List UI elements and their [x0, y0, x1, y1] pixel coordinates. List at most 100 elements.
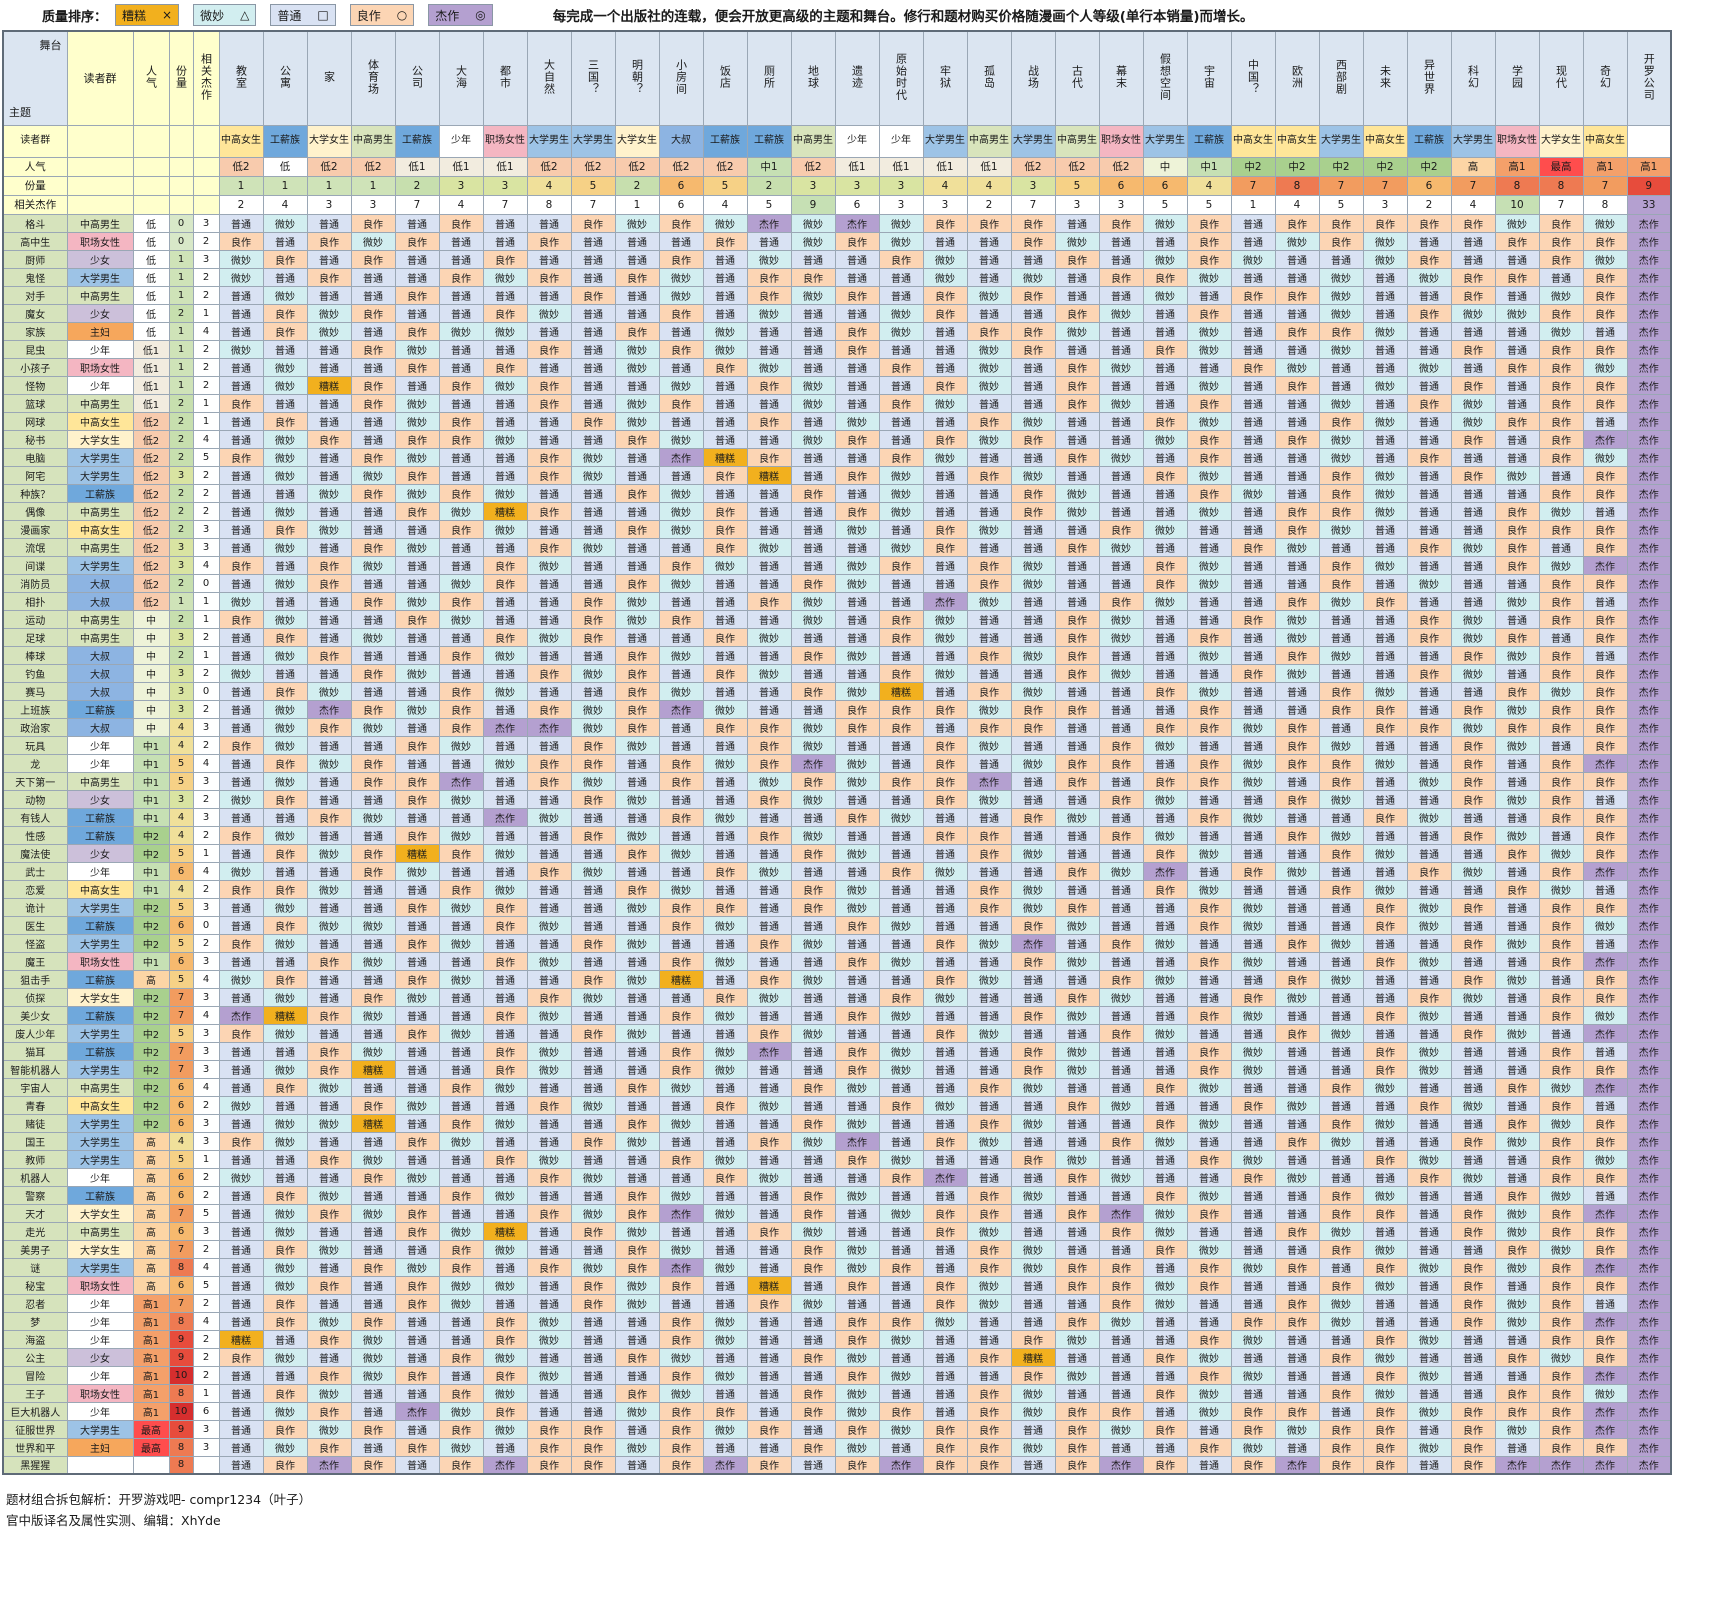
- rating-cell: 普通: [482, 1203, 528, 1223]
- theme-reader: 少年: [66, 1329, 134, 1349]
- rating-cell: 普通: [878, 1239, 924, 1259]
- rating-cell: 普通: [1318, 609, 1364, 629]
- rating-cell: 普通: [218, 1401, 264, 1421]
- rating-cell: 微妙: [394, 537, 440, 557]
- rating-cell: 良作: [1582, 627, 1628, 647]
- rating-cell: 普通: [614, 555, 660, 575]
- rating-cell: 微妙: [262, 429, 308, 449]
- rating-cell: 良作: [218, 1347, 264, 1367]
- rating-cell: 良作: [1538, 303, 1584, 323]
- rating-cell: 良作: [1582, 465, 1628, 485]
- stage-reader-row-cell: 大学女生: [306, 124, 352, 158]
- rating-cell: 良作: [922, 519, 968, 539]
- rating-cell: 良作: [1054, 1419, 1100, 1439]
- rating-cell: 普通: [218, 1221, 264, 1241]
- rating-cell: 普通: [394, 267, 440, 287]
- rating-cell: 普通: [1406, 375, 1452, 395]
- rating-cell: 微妙: [1054, 1329, 1100, 1349]
- rating-cell: 良作: [526, 537, 572, 557]
- rating-cell: 良作: [922, 933, 968, 953]
- rating-cell: 普通: [1186, 357, 1232, 377]
- rating-cell: 良作: [1054, 663, 1100, 683]
- rating-cell: 良作: [746, 717, 792, 737]
- rating-cell: 微妙: [350, 1203, 396, 1223]
- rating-cell: 微妙: [1406, 1365, 1452, 1385]
- rating-cell: 普通: [1362, 861, 1408, 881]
- rating-cell: 普通: [1186, 519, 1232, 539]
- rating-cell: 良作: [1538, 519, 1584, 539]
- theme-reader: 大学男生: [66, 1419, 134, 1439]
- rating-cell: 普通: [438, 1203, 484, 1223]
- rating-cell: 普通: [1450, 681, 1496, 701]
- rating-cell: 微妙: [218, 1095, 264, 1115]
- rating-cell: 良作: [350, 663, 396, 683]
- rating-cell: 普通: [482, 339, 528, 359]
- rating-cell: 普通: [1318, 663, 1364, 683]
- rating-cell: 普通: [218, 843, 264, 863]
- rating-cell: 普通: [526, 1131, 572, 1151]
- stage-popularity-row-cell: 低2: [350, 156, 396, 177]
- rating-cell: 良作: [702, 987, 748, 1007]
- stage-name: 欧洲: [1290, 64, 1304, 89]
- rating-cell: 普通: [966, 1041, 1012, 1061]
- rating-cell: 普通: [1230, 231, 1276, 251]
- rating-cell: 普通: [1318, 807, 1364, 827]
- rating-cell: 良作: [262, 1077, 308, 1097]
- rating-cell: 微妙: [834, 843, 880, 863]
- rating-cell: 普通: [614, 1329, 660, 1349]
- rating-cell: 普通: [306, 969, 352, 989]
- rating-cell: 普通: [1494, 393, 1540, 413]
- rating-cell: 良作: [1538, 483, 1584, 503]
- rating-cell: 普通: [218, 1419, 264, 1439]
- rating-cell: 普通: [614, 1041, 660, 1061]
- rating-cell: 微妙: [262, 1437, 308, 1457]
- rating-cell: 微妙: [614, 1131, 660, 1151]
- rating-cell: 普通: [350, 1437, 396, 1457]
- rating-cell: 微妙: [1098, 861, 1144, 881]
- rating-cell: 普通: [218, 411, 264, 431]
- rating-cell: 普通: [1494, 897, 1540, 917]
- rating-cell: 微妙: [1538, 1239, 1584, 1259]
- rating-cell: 糟糕: [746, 1275, 792, 1295]
- rating-cell: 普通: [218, 915, 264, 935]
- theme-reader: 大学男生: [66, 1257, 134, 1277]
- rating-cell: 普通: [1406, 1239, 1452, 1259]
- theme-row: 猫耳 工薪族 中2 7 3 普通 普通 良作 微妙 普通 普通 良作 微妙 普通 普通 良作 微妙 杰作 普通 良作微…: [2, 1041, 1672, 1061]
- rating-cell: 良作: [438, 879, 484, 899]
- rating-cell: 普通: [658, 411, 704, 431]
- rating-cell: 普通: [1098, 1437, 1144, 1457]
- rating-cell: 普通: [1230, 321, 1276, 341]
- rating-cell: 普通: [218, 1257, 264, 1277]
- stage-popularity-row-cell: 中2: [1230, 156, 1276, 177]
- rating-cell: 普通: [1274, 303, 1320, 323]
- rating-cell: 普通: [966, 483, 1012, 503]
- rating-cell: 糟糕: [306, 375, 352, 395]
- spreadsheet: 质量排序： 糟糕 × 微妙 △ 普通 □ 良作 ○ 杰作 ◎ 每完成一个出版社的连载，便会开放更高…: [2, 4, 1672, 1528]
- rating-cell: 普通: [614, 915, 660, 935]
- rating-cell: 普通: [614, 1311, 660, 1331]
- theme-weight: 6: [168, 1185, 194, 1205]
- rating-cell: 普通: [482, 735, 528, 755]
- rating-cell: 微妙: [614, 897, 660, 917]
- rating-cell: 微妙: [702, 1059, 748, 1079]
- rating-cell: 良作: [966, 681, 1012, 701]
- rating-cell: 普通: [394, 1113, 440, 1133]
- rating-cell: 良作: [790, 645, 836, 665]
- rating-cell: 普通: [482, 213, 528, 233]
- rating-cell: 良作: [1010, 915, 1056, 935]
- rating-cell: 微妙: [306, 1239, 352, 1259]
- rating-cell: 良作: [218, 555, 264, 575]
- theme-reader: 中高男生: [66, 285, 134, 305]
- rating-cell: 普通: [790, 1149, 836, 1169]
- stage-weight-row-cell: 7: [1230, 175, 1276, 196]
- rating-cell: 良作: [1098, 267, 1144, 287]
- rating-cell: 良作: [1010, 717, 1056, 737]
- rating-cell: 良作: [1494, 231, 1540, 251]
- rating-cell: 良作: [1450, 789, 1496, 809]
- rating-cell: 普通: [1494, 771, 1540, 791]
- rating-cell: 普通: [1142, 1437, 1188, 1457]
- rating-cell: 良作: [482, 249, 528, 269]
- stage-column-header: 小房间: [658, 30, 704, 126]
- theme-name: 魔法使: [2, 843, 68, 863]
- rating-cell: 良作: [702, 501, 748, 521]
